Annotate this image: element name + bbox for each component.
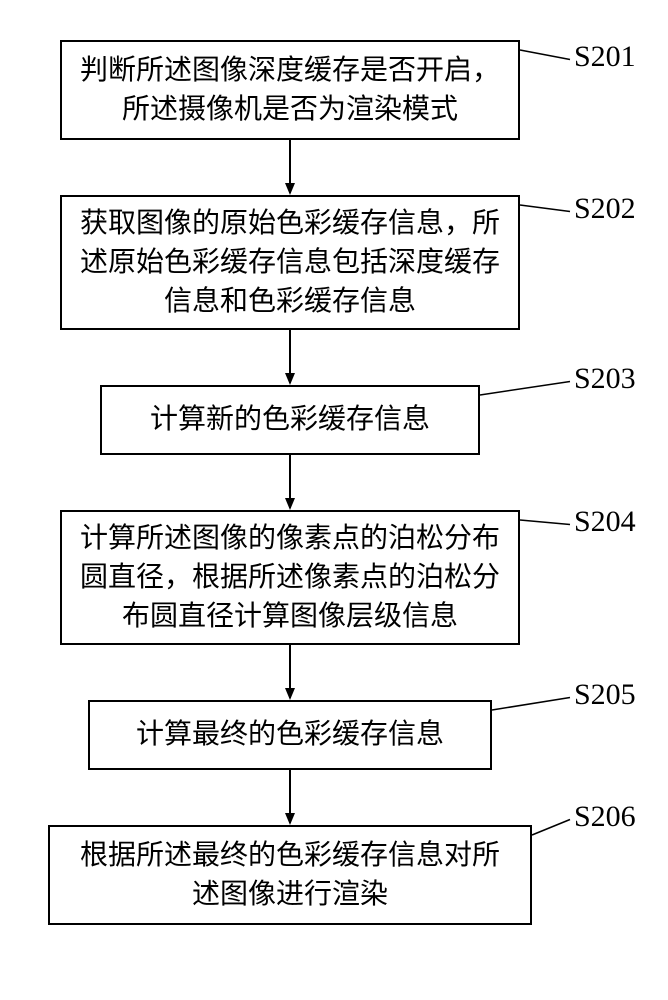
flow-step-text: 根据所述最终的色彩缓存信息对所 述图像进行渲染 (80, 836, 500, 914)
leader-b2 (520, 205, 570, 212)
flow-step-b4: 计算所述图像的像素点的泊松分布 圆直径，根据所述像素点的泊松分 布圆直径计算图像… (60, 510, 520, 645)
leader-b6 (532, 820, 570, 836)
flow-step-b6: 根据所述最终的色彩缓存信息对所 述图像进行渲染 (48, 825, 532, 925)
flow-step-text: 获取图像的原始色彩缓存信息，所 述原始色彩缓存信息包括深度缓存 信息和色彩缓存信… (80, 204, 500, 322)
step-label-s205: S205 (574, 678, 636, 712)
flow-step-b3: 计算新的色彩缓存信息 (100, 385, 480, 455)
leader-b4 (520, 520, 570, 525)
flowchart-canvas: 判断所述图像深度缓存是否开启， 所述摄像机是否为渲染模式获取图像的原始色彩缓存信… (0, 0, 668, 1000)
flow-step-text: 计算新的色彩缓存信息 (150, 400, 430, 439)
step-label-s202: S202 (574, 192, 636, 226)
flow-step-b2: 获取图像的原始色彩缓存信息，所 述原始色彩缓存信息包括深度缓存 信息和色彩缓存信… (60, 195, 520, 330)
leader-b3 (480, 382, 570, 396)
step-label-s203: S203 (574, 362, 636, 396)
flow-step-b5: 计算最终的色彩缓存信息 (88, 700, 492, 770)
flow-step-text: 判断所述图像深度缓存是否开启， 所述摄像机是否为渲染模式 (80, 51, 500, 129)
flow-step-text: 计算最终的色彩缓存信息 (136, 715, 444, 754)
step-label-s206: S206 (574, 800, 636, 834)
flow-step-b1: 判断所述图像深度缓存是否开启， 所述摄像机是否为渲染模式 (60, 40, 520, 140)
step-label-s201: S201 (574, 40, 636, 74)
leader-b5 (492, 698, 570, 711)
flow-step-text: 计算所述图像的像素点的泊松分布 圆直径，根据所述像素点的泊松分 布圆直径计算图像… (80, 519, 500, 637)
step-label-s204: S204 (574, 505, 636, 539)
leader-b1 (520, 50, 570, 60)
